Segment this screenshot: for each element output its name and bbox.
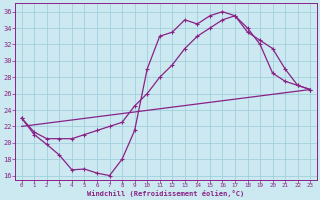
X-axis label: Windchill (Refroidissement éolien,°C): Windchill (Refroidissement éolien,°C)	[87, 190, 244, 197]
